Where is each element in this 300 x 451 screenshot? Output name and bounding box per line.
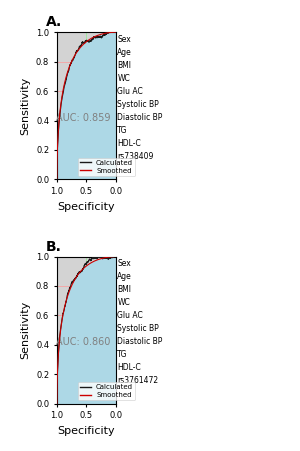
- Y-axis label: Sensitivity: Sensitivity: [20, 77, 30, 135]
- Text: Sex: Sex: [117, 259, 131, 268]
- Text: Systolic BP: Systolic BP: [117, 324, 159, 333]
- Legend: Calculated, Smoothed: Calculated, Smoothed: [78, 158, 135, 176]
- Text: WC: WC: [117, 299, 130, 308]
- Y-axis label: Sensitivity: Sensitivity: [20, 301, 30, 359]
- Text: HDL-C: HDL-C: [117, 363, 141, 372]
- Text: Age: Age: [117, 272, 132, 281]
- Text: TG: TG: [117, 350, 128, 359]
- Text: AUC: 0.859: AUC: 0.859: [56, 113, 111, 123]
- Legend: Calculated, Smoothed: Calculated, Smoothed: [78, 382, 135, 400]
- Text: Age: Age: [117, 48, 132, 57]
- Text: Diastolic BP: Diastolic BP: [117, 337, 163, 346]
- Text: BMI: BMI: [117, 61, 131, 70]
- Text: B.: B.: [46, 239, 62, 253]
- X-axis label: Specificity: Specificity: [58, 426, 115, 436]
- Text: HDL-C: HDL-C: [117, 139, 141, 148]
- Text: TG: TG: [117, 126, 128, 135]
- Text: WC: WC: [117, 74, 130, 83]
- Text: Glu AC: Glu AC: [117, 311, 143, 320]
- Text: A.: A.: [46, 15, 62, 29]
- Text: AUC: 0.860: AUC: 0.860: [56, 337, 111, 347]
- Text: rs738409: rs738409: [117, 152, 154, 161]
- Text: Glu AC: Glu AC: [117, 87, 143, 96]
- Text: BMI: BMI: [117, 285, 131, 295]
- Text: rs3761472: rs3761472: [117, 376, 158, 385]
- Text: Sex: Sex: [117, 35, 131, 44]
- Text: Systolic BP: Systolic BP: [117, 100, 159, 109]
- Text: Diastolic BP: Diastolic BP: [117, 113, 163, 122]
- X-axis label: Specificity: Specificity: [58, 202, 115, 212]
